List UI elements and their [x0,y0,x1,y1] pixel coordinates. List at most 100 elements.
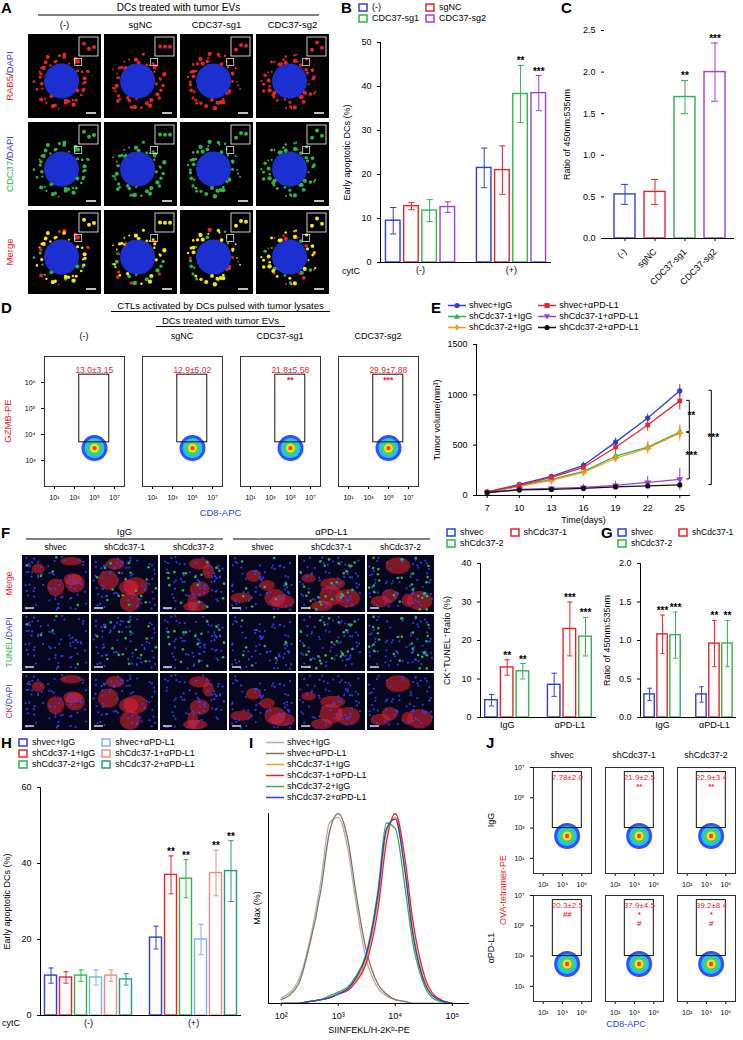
svg-text:(-): (-) [615,247,628,260]
svg-text:sgNC: sgNC [635,246,658,269]
svg-text:0.5: 0.5 [619,674,632,684]
svg-text:0: 0 [366,257,371,267]
svg-text:***: *** [709,33,721,44]
svg-text:0.5: 0.5 [583,192,596,202]
svg-text:IgG: IgG [655,720,670,730]
svg-text:shvec: shvec [251,542,274,552]
svg-text:**: ** [182,850,190,861]
svg-text:10⁷: 10⁷ [207,494,218,501]
svg-text:10²: 10² [538,881,549,888]
svg-text:10⁵: 10⁵ [383,494,394,501]
svg-text:30: 30 [461,597,471,607]
svg-text:10⁶: 10⁶ [720,881,731,888]
svg-text:*: * [710,910,714,919]
svg-text:1.5: 1.5 [583,109,596,119]
svg-text:CDC37-sg2: CDC37-sg2 [678,247,718,287]
svg-text:10⁵: 10⁵ [25,405,36,412]
svg-text:16: 16 [578,503,588,513]
svg-text:Merge: Merge [4,239,15,266]
svg-text:10⁵: 10⁵ [89,494,100,501]
svg-text:10¹: 10¹ [245,494,256,501]
svg-text:10⁴: 10⁴ [557,881,568,888]
svg-text:20.3±2.5: 20.3±2.5 [552,901,584,910]
svg-text:10²: 10² [682,881,693,888]
svg-text:19: 19 [611,503,621,513]
svg-text:***: *** [657,605,669,616]
svg-text:10²: 10² [682,1009,693,1016]
svg-text:***: *** [383,375,394,385]
svg-text:10⁵: 10⁵ [514,922,525,929]
svg-text:13.0±3.15: 13.0±3.15 [75,365,113,375]
svg-text:Ratio of 450nm:535nm: Ratio of 450nm:535nm [562,89,572,180]
svg-text:10¹: 10¹ [514,983,525,990]
svg-text:10³: 10³ [514,952,525,959]
svg-text:10³: 10³ [69,494,80,501]
svg-text:10⁴: 10⁴ [25,431,36,438]
svg-text:10⁴: 10⁴ [557,1009,568,1016]
svg-text:***: *** [564,592,576,603]
svg-text:#: # [637,919,642,928]
svg-text:*: * [638,910,642,919]
svg-text:10⁷: 10⁷ [514,764,525,771]
svg-text:2.5: 2.5 [583,25,596,35]
svg-text:0: 0 [466,712,471,722]
svg-text:2.0: 2.0 [583,67,596,77]
svg-text:10⁶: 10⁶ [576,881,587,888]
svg-text:500: 500 [452,440,467,450]
svg-text:10³: 10³ [265,494,276,501]
svg-text:10⁵: 10⁵ [514,794,525,801]
svg-text:**: ** [681,70,689,81]
svg-text:1.5: 1.5 [619,597,632,607]
svg-text:10³: 10³ [167,494,178,501]
svg-text:7: 7 [485,503,490,513]
svg-text:Ratio of 450nm:535nm: Ratio of 450nm:535nm [602,595,612,686]
svg-text:40: 40 [461,558,471,568]
svg-text:Time(days): Time(days) [561,515,606,525]
svg-text:10⁴: 10⁴ [629,881,640,888]
svg-text:***: *** [533,66,545,77]
svg-text:10⁷: 10⁷ [514,892,525,899]
svg-text:0: 0 [462,490,467,500]
svg-text:10⁴: 10⁴ [388,1011,402,1021]
svg-text:(+): (+) [506,265,517,275]
svg-text:**: ** [636,782,643,791]
svg-text:50: 50 [361,37,371,47]
svg-text:RAB5/DAPI: RAB5/DAPI [4,51,15,101]
svg-text:1.0: 1.0 [619,635,632,645]
svg-text:10⁷: 10⁷ [305,494,316,501]
svg-text:**: ** [519,654,527,665]
svg-text:10⁵: 10⁵ [187,494,198,501]
svg-text:##: ## [563,910,572,919]
svg-text:21.8±5.58: 21.8±5.58 [271,365,309,375]
svg-text:shCdc37-1: shCdc37-1 [311,542,352,552]
svg-text:1000: 1000 [447,390,467,400]
svg-text:10⁷: 10⁷ [109,494,120,501]
svg-text:SIINFEKL/H-2Kᵇ-PE: SIINFEKL/H-2Kᵇ-PE [328,1025,409,1035]
svg-text:**: ** [724,610,732,621]
svg-text:10⁶: 10⁶ [648,1009,659,1016]
svg-text:IgG: IgG [117,526,132,537]
svg-text:10: 10 [461,674,471,684]
svg-text:**: ** [212,840,220,851]
svg-text:(-): (-) [416,265,425,275]
svg-text:60: 60 [21,782,31,792]
svg-text:10⁶: 10⁶ [25,379,36,386]
svg-text:29.9±7.88: 29.9±7.88 [369,365,407,375]
svg-text:20: 20 [361,169,371,179]
svg-text:sgNC: sgNC [129,19,153,30]
svg-text:αPD-L1: αPD-L1 [315,526,347,537]
svg-text:Early apoptotic DCs (%): Early apoptotic DCs (%) [2,853,12,949]
svg-text:10⁶: 10⁶ [648,881,659,888]
svg-text:25: 25 [675,503,685,513]
svg-text:10: 10 [514,503,524,513]
svg-text:***: *** [685,450,697,461]
svg-text:10³: 10³ [514,824,525,831]
svg-text:10²: 10² [538,1009,549,1016]
svg-text:**: ** [711,610,719,621]
svg-text:40: 40 [361,81,371,91]
svg-text:DCs treated with tumor EVs: DCs treated with tumor EVs [117,2,240,13]
svg-text:10: 10 [361,213,371,223]
svg-text:**: ** [227,831,235,842]
svg-text:(+): (+) [188,1018,199,1028]
svg-text:40: 40 [21,858,31,868]
